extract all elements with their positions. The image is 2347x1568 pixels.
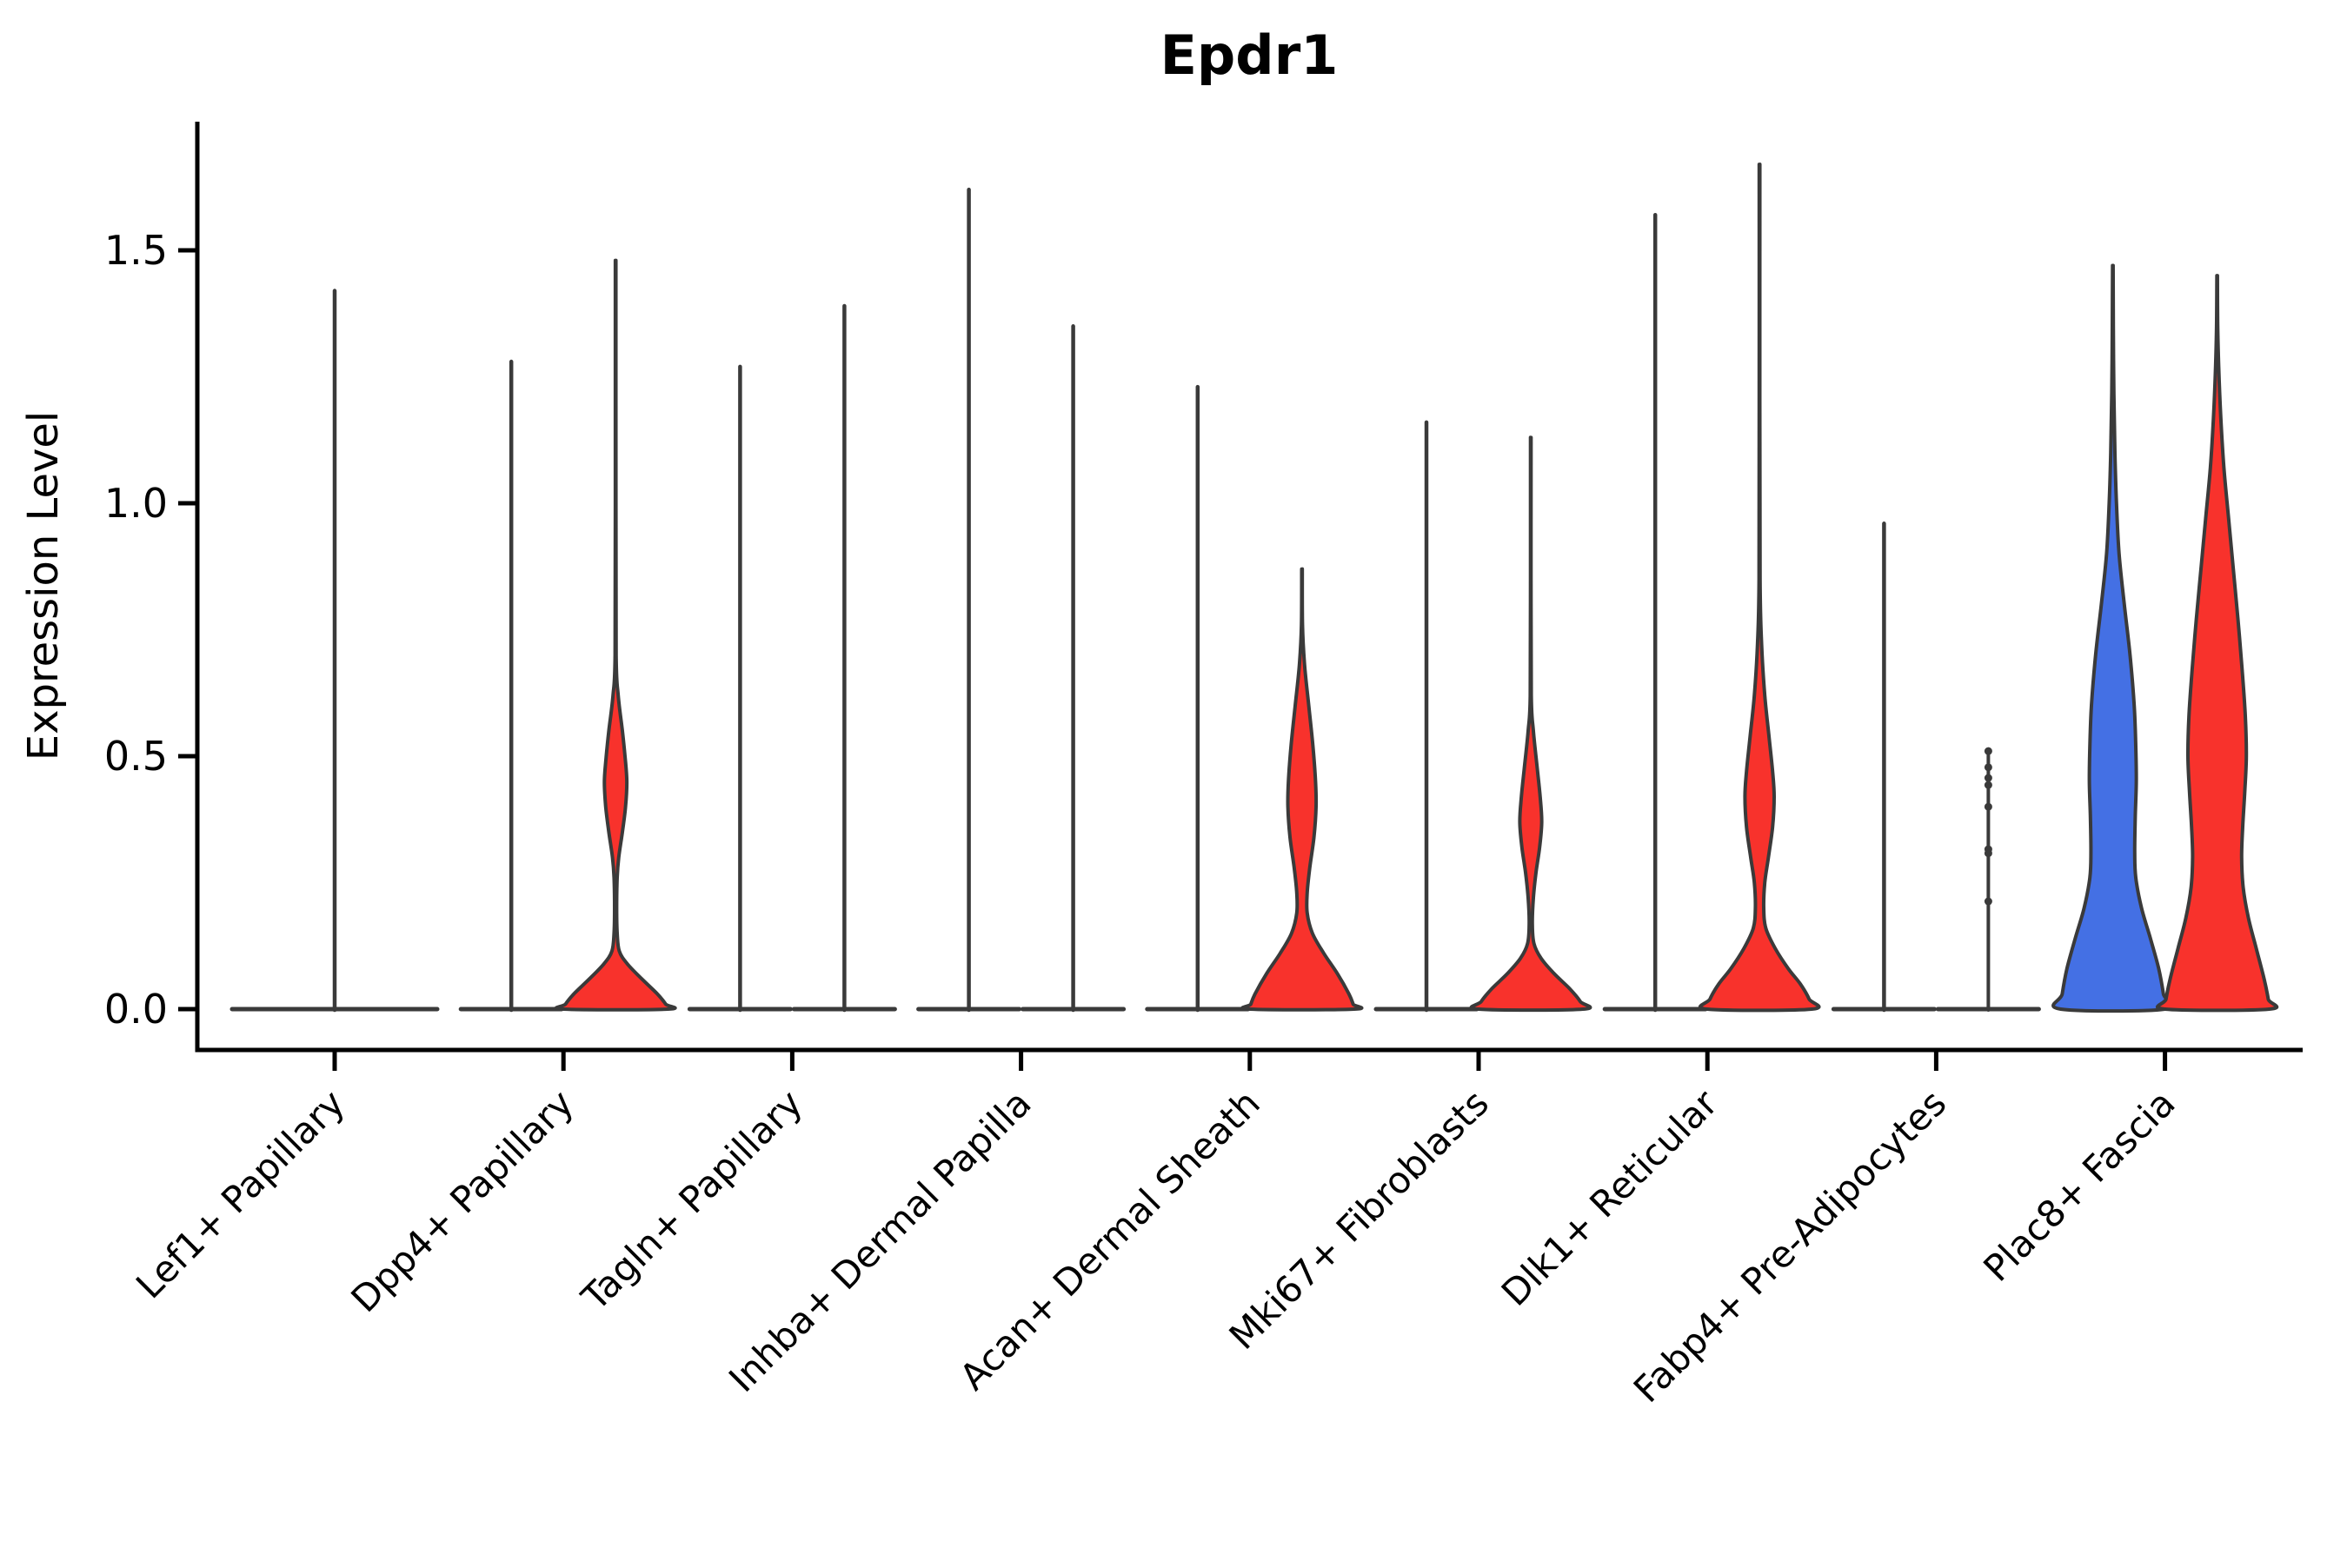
violin-4-g1: [916, 187, 1022, 1013]
violin-2-g1: [458, 359, 564, 1013]
x-tick-label: Lef1+ Papillary: [128, 1081, 353, 1306]
violin-body: [1240, 567, 1364, 1012]
violin-8-g2: [1935, 747, 2041, 1012]
outlier-dot: [1984, 747, 1992, 755]
violin-9-g2: [2156, 274, 2279, 1013]
outlier-dot: [1984, 763, 1992, 772]
violin-body: [2156, 274, 2279, 1013]
violin-1-single: [229, 289, 440, 1013]
y-tick-label: 1.5: [104, 227, 168, 274]
x-tick-label: Plac8+ Fascia: [1975, 1081, 2183, 1289]
outlier-dot: [1984, 849, 1992, 858]
violin-body: [1469, 435, 1592, 1013]
violin-3-g1: [687, 364, 793, 1013]
violins-layer: [229, 163, 2279, 1013]
violin-body: [554, 258, 677, 1012]
violin-8-g1: [1831, 522, 1937, 1013]
y-tick-label: 1.0: [104, 480, 168, 527]
outlier-dot: [1984, 802, 1992, 811]
chart-title: Epdr1: [1160, 23, 1339, 87]
violin-body: [2051, 263, 2175, 1013]
violin-9-g1: [2051, 263, 2175, 1013]
violin-7-g1: [1602, 213, 1708, 1013]
outlier-dot: [1984, 774, 1992, 782]
outlier-dot: [1984, 897, 1992, 906]
y-tick-label: 0.5: [104, 733, 168, 780]
y-tick-label: 0.0: [104, 986, 168, 1033]
violin-5-g1: [1145, 384, 1251, 1013]
outlier-dot: [1984, 781, 1992, 789]
violin-4-g2: [1021, 324, 1127, 1013]
x-tick-label: Dlk1+ Reticular: [1493, 1081, 1726, 1314]
violin-6-g2: [1469, 435, 1592, 1013]
x-tick-label: Tagln+ Papillary: [573, 1081, 810, 1319]
y-axis-label: Expression Level: [19, 411, 68, 761]
violin-5-g2: [1240, 567, 1364, 1012]
x-tick-label: Dpp4+ Papillary: [342, 1081, 582, 1320]
violin-6-g1: [1373, 420, 1479, 1013]
violin-7-g2: [1698, 163, 1821, 1013]
x-tick-label: Mki67+ Fibroblasts: [1221, 1081, 1497, 1357]
violin-2-g2: [554, 258, 677, 1012]
violin-3-g2: [791, 303, 897, 1013]
violin-body: [1698, 163, 1821, 1013]
